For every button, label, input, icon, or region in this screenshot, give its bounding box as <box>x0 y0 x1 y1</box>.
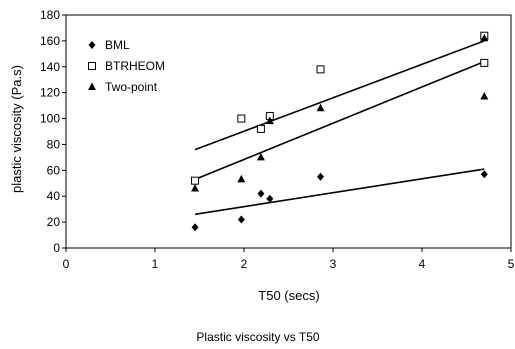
legend-marker-btrheom <box>88 62 96 70</box>
trendline-bml <box>194 168 485 216</box>
x-tick-label: 3 <box>330 257 337 271</box>
trendlines <box>194 40 485 216</box>
data-point-btrheom <box>237 114 246 123</box>
legend: BML BTRHEOM Two-point <box>88 38 165 94</box>
data-point-btrheom <box>480 58 489 67</box>
legend-marker-bml <box>88 41 96 49</box>
data-point-bml <box>257 189 265 198</box>
data-point-bml <box>237 215 245 224</box>
data-point-two-point <box>480 92 489 100</box>
data-point-two-point <box>265 116 274 125</box>
legend-label-btrheom: BTRHEOM <box>105 59 165 73</box>
y-tick-label: 100 <box>40 112 60 126</box>
x-tick-labels: 0 1 2 3 4 5 <box>63 257 515 271</box>
y-axis-label: plastic viscosity (Pa.s) <box>9 65 24 193</box>
chart-caption: Plastic viscosity vs T50 <box>196 330 319 344</box>
x-tick-label: 4 <box>419 257 426 271</box>
data-point-two-point <box>191 183 200 192</box>
x-tick-label: 2 <box>241 257 248 271</box>
trendline-two-point <box>194 40 485 151</box>
legend-label-two-point: Two-point <box>105 80 158 94</box>
data-point-two-point <box>256 152 265 161</box>
y-tick-labels: 0 20 40 60 80 100 120 140 160 180 <box>40 8 60 255</box>
data-point-bml <box>266 194 274 203</box>
y-tick-label: 160 <box>40 34 60 48</box>
data-point-bml <box>317 172 325 181</box>
y-tick-label: 0 <box>53 241 60 255</box>
data-point-btrheom <box>316 65 325 74</box>
x-tick-label: 1 <box>152 257 159 271</box>
x-tick-label: 0 <box>63 257 70 271</box>
trendline-btrheom <box>194 60 485 181</box>
x-axis-label: T50 (secs) <box>258 288 319 303</box>
plot-frame <box>65 14 512 249</box>
y-tick-label: 180 <box>40 8 60 22</box>
data-points <box>191 31 489 232</box>
data-point-bml <box>480 170 488 179</box>
legend-label-bml: BML <box>105 38 130 52</box>
data-point-two-point <box>480 33 489 42</box>
y-tick-label: 40 <box>47 189 61 203</box>
y-tick-label: 80 <box>47 137 61 151</box>
y-tick-label: 120 <box>40 86 60 100</box>
data-point-btrheom <box>256 124 265 133</box>
legend-marker-two-point <box>88 82 96 90</box>
data-point-two-point <box>237 174 246 183</box>
data-point-two-point <box>316 103 325 112</box>
y-tick-label: 140 <box>40 60 60 74</box>
y-tick-label: 60 <box>47 163 61 177</box>
axes <box>62 14 512 252</box>
data-point-btrheom <box>191 176 200 185</box>
x-tick-label: 5 <box>508 257 515 271</box>
data-point-bml <box>191 223 199 232</box>
y-tick-label: 20 <box>47 215 61 229</box>
